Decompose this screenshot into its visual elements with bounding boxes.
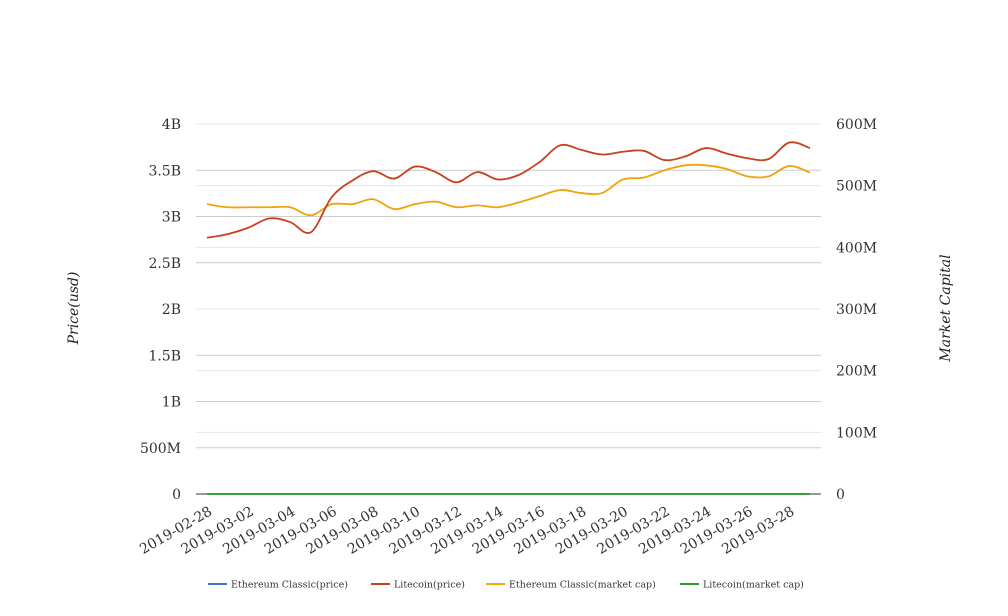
y-axis-left: 0 500M 1B 1.5B 2B 2.5B 3B 3.5B 4B (140, 117, 181, 503)
y-tick-label: 4B (162, 117, 181, 133)
grid (196, 123, 821, 495)
y2-tick-label: 600M (836, 117, 877, 133)
y-tick-label: 1.5B (148, 348, 181, 364)
legend-label: Litecoin(market cap) (703, 580, 804, 591)
y-tick-label: 500M (140, 441, 181, 457)
y2-tick-label: 300M (836, 302, 877, 318)
legend-label: Ethereum Classic(price) (231, 580, 348, 591)
y2-tick-label: 400M (836, 240, 877, 256)
y-tick-label: 2.5B (148, 256, 181, 272)
series-lines (206, 141, 811, 495)
legend-label: Ethereum Classic(market cap) (509, 580, 656, 591)
y-tick-label: 0 (172, 487, 181, 503)
y2-tick-label: 100M (836, 425, 877, 441)
y-axis-title: Price(usd) (66, 272, 82, 346)
y2-axis-title: Market Capital (938, 254, 954, 362)
y2-tick-label: 500M (836, 179, 877, 195)
y-tick-label: 3B (162, 210, 181, 226)
legend: Ethereum Classic(price) Litecoin(price) Et… (208, 580, 804, 591)
legend-item: Ethereum Classic(market cap) (486, 580, 656, 591)
y-tick-label: 2B (162, 302, 181, 318)
y2-tick-label: 200M (836, 364, 877, 380)
legend-item: Litecoin(price) (371, 580, 465, 591)
series-line-2 (206, 163, 811, 217)
y-axis-right: 0 100M 200M 300M 400M 500M 600M (836, 117, 877, 503)
legend-item: Litecoin(market cap) (680, 580, 804, 591)
series-line-1 (206, 141, 811, 239)
y-tick-label: 1B (162, 395, 181, 411)
y-tick-label: 3.5B (148, 163, 181, 179)
y2-tick-label: 0 (836, 487, 845, 503)
legend-item: Ethereum Classic(price) (208, 580, 348, 591)
legend-label: Litecoin(price) (394, 580, 465, 591)
x-axis: 2019-02-282019-03-022019-03-042019-03-06… (137, 504, 797, 558)
